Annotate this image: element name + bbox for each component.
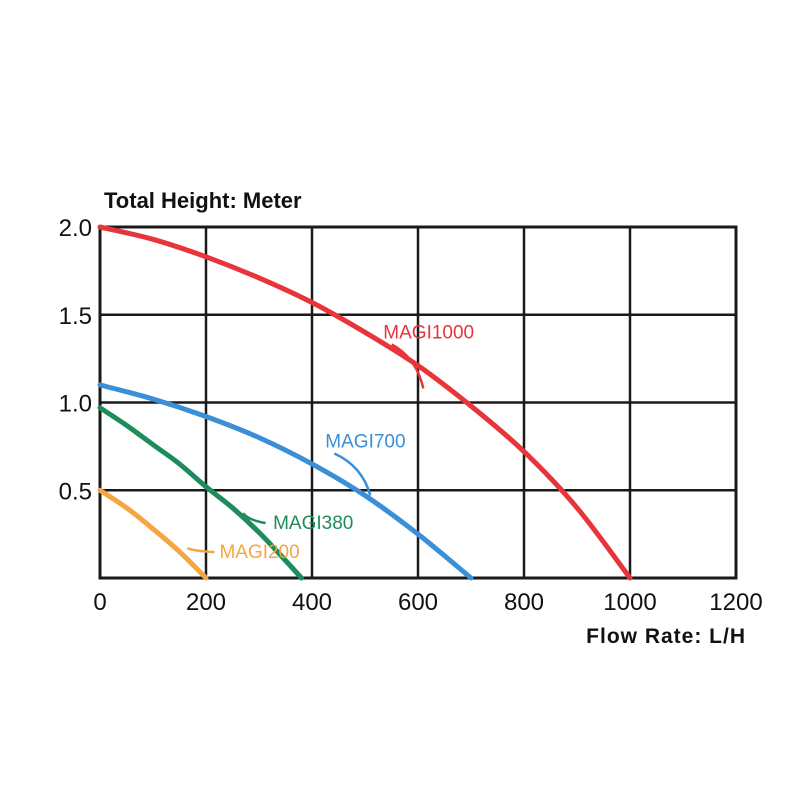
leader-line-magi1000: [391, 343, 425, 389]
x-tick-label: 800: [504, 589, 544, 616]
leader-line-magi700: [333, 452, 372, 496]
series-line-magi200: [97, 487, 209, 581]
leader-line-magi200: [186, 547, 215, 554]
series-label-magi700: MAGI700: [325, 432, 405, 453]
series-label-magi380: MAGI380: [273, 513, 353, 534]
x-tick-label: 400: [292, 589, 332, 616]
x-tick-label: 600: [398, 589, 438, 616]
y-tick-label: 0.5: [59, 478, 92, 505]
series-line-magi700: [97, 382, 474, 581]
y-tick-label: 1.5: [59, 303, 92, 330]
x-tick-label: 0: [93, 589, 106, 616]
x-tick-label: 200: [186, 589, 226, 616]
series-label-magi1000: MAGI1000: [383, 322, 474, 343]
series-lines: [97, 224, 633, 581]
tick-labels: 0 200 400 600 800 1000 1200 0.5 1.0 1.5 2.0: [59, 215, 763, 616]
grid: [98, 225, 738, 580]
x-axis-title: Flow Rate: L/H: [586, 625, 746, 648]
series-line-magi380: [97, 405, 304, 581]
x-tick-label: 1000: [603, 589, 656, 616]
y-tick-label: 2.0: [59, 215, 92, 242]
plot-frame: [98, 225, 738, 580]
y-tick-label: 1.0: [59, 391, 92, 418]
series-label-magi200: MAGI200: [219, 542, 299, 563]
leader-line-magi380: [242, 512, 266, 525]
x-tick-label: 1200: [709, 589, 762, 616]
series-line-magi1000: [97, 224, 633, 581]
y-axis-title: Total Height: Meter: [104, 188, 302, 213]
series-labels: MAGI1000 MAGI700 MAGI380 MAGI200: [186, 322, 474, 563]
